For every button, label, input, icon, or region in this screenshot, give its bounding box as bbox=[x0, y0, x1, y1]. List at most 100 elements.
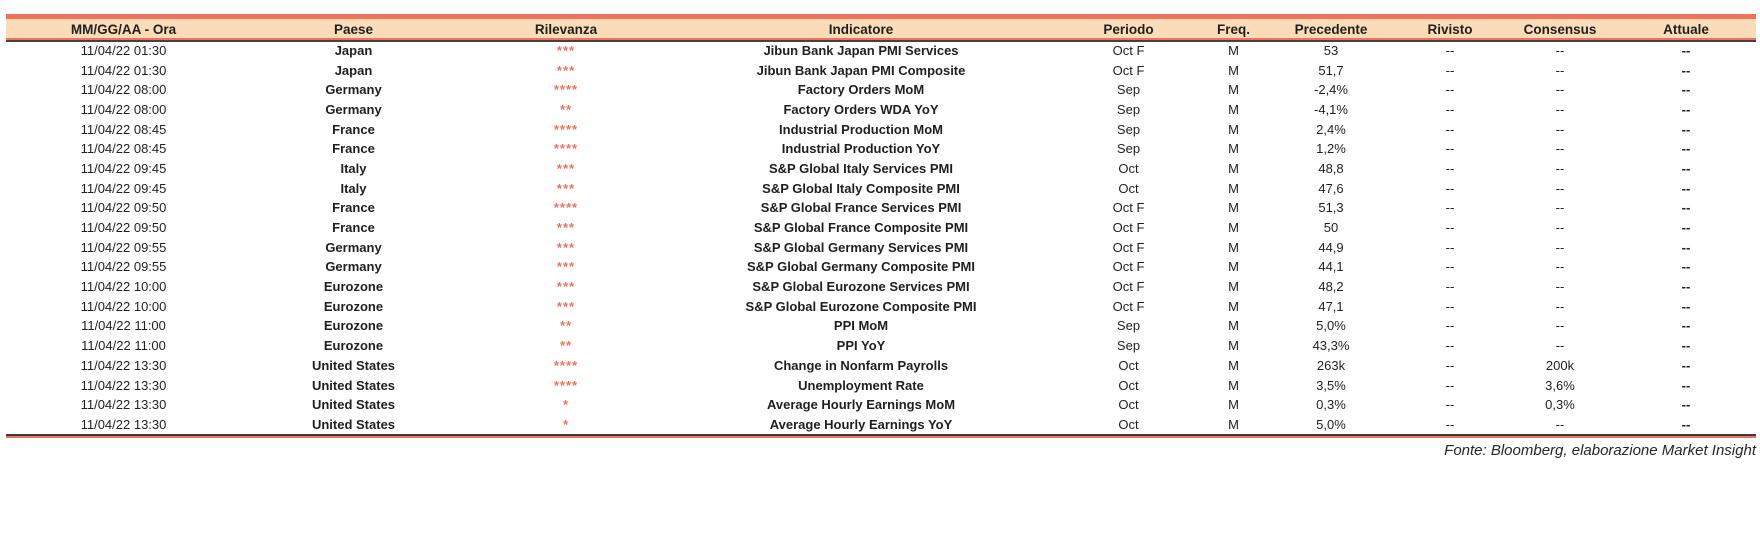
cell-previous: 43,3% bbox=[1312, 338, 1350, 354]
cell-revised: -- bbox=[1445, 259, 1455, 275]
source-note: Fonte: Bloomberg, elaborazione Market In… bbox=[1444, 442, 1756, 460]
cell-actual: -- bbox=[1681, 141, 1691, 157]
cell-revised: -- bbox=[1445, 82, 1455, 98]
cell-indicator: Change in Nonfarm Payrolls bbox=[773, 357, 949, 373]
cell-consensus: -- bbox=[1555, 220, 1565, 236]
cell-revised: -- bbox=[1445, 160, 1455, 176]
cell-country: United States bbox=[311, 397, 396, 413]
cell-country: Eurozone bbox=[323, 279, 384, 295]
cell-relevance: **** bbox=[553, 82, 579, 98]
cell-consensus: -- bbox=[1555, 279, 1565, 295]
cell-country: United States bbox=[311, 357, 396, 373]
table-row: 11/04/22 13:30 United States **** Change in… bbox=[6, 356, 1756, 376]
cell-datetime: 11/04/22 13:30 bbox=[80, 416, 167, 432]
cell-actual: -- bbox=[1681, 121, 1691, 137]
table-row: 11/04/22 11:00 Eurozone ** PPI MoM Sep M 5,0% -… bbox=[6, 316, 1756, 336]
cell-consensus: -- bbox=[1555, 43, 1565, 59]
cell-previous: 263k bbox=[1316, 357, 1346, 373]
cell-datetime: 11/04/22 09:55 bbox=[80, 239, 167, 255]
cell-country: France bbox=[332, 141, 375, 157]
cell-relevance: ** bbox=[559, 101, 573, 117]
cell-consensus: -- bbox=[1555, 318, 1565, 334]
cell-revised: -- bbox=[1445, 377, 1455, 393]
cell-consensus: -- bbox=[1555, 62, 1565, 78]
table-row: 11/04/22 13:30 United States * Average Hour… bbox=[6, 415, 1756, 435]
cell-period: Oct F bbox=[1112, 62, 1145, 78]
column-header-period: Periodo bbox=[1056, 16, 1201, 42]
cell-relevance: **** bbox=[553, 141, 579, 157]
cell-freq: M bbox=[1228, 279, 1239, 295]
cell-indicator: Industrial Production MoM bbox=[779, 121, 943, 137]
cell-actual: -- bbox=[1681, 180, 1691, 196]
cell-datetime: 11/04/22 13:30 bbox=[80, 357, 167, 373]
table-row: 11/04/22 09:45 Italy *** S&P Global Italy S… bbox=[6, 159, 1756, 179]
cell-previous: 51,7 bbox=[1318, 62, 1344, 78]
table-row: 11/04/22 13:30 United States * Average Hour… bbox=[6, 395, 1756, 415]
cell-revised: -- bbox=[1445, 180, 1455, 196]
cell-country: France bbox=[332, 121, 375, 137]
cell-datetime: 11/04/22 09:55 bbox=[80, 259, 167, 275]
cell-relevance: *** bbox=[556, 220, 576, 236]
cell-relevance: *** bbox=[556, 279, 576, 295]
column-header-freq: Freq. bbox=[1201, 16, 1266, 42]
cell-country: France bbox=[332, 220, 375, 236]
cell-indicator: Jibun Bank Japan PMI Composite bbox=[756, 62, 966, 78]
cell-datetime: 11/04/22 08:45 bbox=[80, 121, 167, 137]
cell-datetime: 11/04/22 13:30 bbox=[80, 377, 167, 393]
table-row: 11/04/22 10:00 Eurozone *** S&P Global Euro… bbox=[6, 296, 1756, 316]
cell-country: Italy bbox=[340, 160, 367, 176]
column-header-country: Paese bbox=[241, 16, 466, 42]
cell-actual: -- bbox=[1681, 338, 1691, 354]
cell-indicator: PPI YoY bbox=[836, 338, 886, 354]
cell-actual: -- bbox=[1681, 416, 1691, 432]
cell-freq: M bbox=[1228, 298, 1239, 314]
cell-relevance: **** bbox=[553, 121, 579, 137]
economic-calendar-table: MM/GG/AA - Ora Paese Rilevanza Indicatore Pe… bbox=[6, 14, 1756, 434]
cell-consensus: -- bbox=[1555, 180, 1565, 196]
cell-period: Sep bbox=[1116, 141, 1141, 157]
cell-previous: 2,4% bbox=[1316, 121, 1346, 137]
cell-freq: M bbox=[1228, 101, 1239, 117]
cell-relevance: **** bbox=[553, 357, 579, 373]
cell-revised: -- bbox=[1445, 62, 1455, 78]
cell-relevance: **** bbox=[553, 200, 579, 216]
cell-country: Germany bbox=[325, 259, 382, 275]
cell-country: Germany bbox=[325, 101, 382, 117]
cell-previous: 44,1 bbox=[1318, 259, 1344, 275]
cell-indicator: Jibun Bank Japan PMI Services bbox=[763, 43, 959, 59]
cell-country: United States bbox=[311, 416, 396, 432]
cell-country: Germany bbox=[325, 239, 382, 255]
cell-previous: 48,2 bbox=[1318, 279, 1344, 295]
cell-actual: -- bbox=[1681, 62, 1691, 78]
cell-previous: 44,9 bbox=[1318, 239, 1344, 255]
cell-freq: M bbox=[1228, 397, 1239, 413]
cell-freq: M bbox=[1228, 121, 1239, 137]
table-row: 11/04/22 09:50 France *** S&P Global France… bbox=[6, 218, 1756, 238]
cell-period: Oct F bbox=[1112, 43, 1145, 59]
table-row: 11/04/22 01:30 Japan *** Jibun Bank Japan P… bbox=[6, 60, 1756, 80]
cell-previous: 0,3% bbox=[1316, 397, 1346, 413]
table-row: 11/04/22 09:55 Germany *** S&P Global Germa… bbox=[6, 237, 1756, 257]
cell-datetime: 11/04/22 08:00 bbox=[80, 101, 167, 117]
cell-period: Oct F bbox=[1112, 298, 1145, 314]
cell-freq: M bbox=[1228, 141, 1239, 157]
table-row: 11/04/22 08:45 France **** Industrial Produ… bbox=[6, 139, 1756, 159]
economic-calendar: MM/GG/AA - Ora Paese Rilevanza Indicatore Pe… bbox=[6, 14, 1756, 459]
cell-revised: -- bbox=[1445, 357, 1455, 373]
cell-relevance: **** bbox=[553, 377, 579, 393]
cell-period: Oct F bbox=[1112, 259, 1145, 275]
cell-period: Oct bbox=[1118, 160, 1139, 176]
cell-previous: 51,3 bbox=[1318, 200, 1344, 216]
table-row: 11/04/22 09:55 Germany *** S&P Global Germa… bbox=[6, 257, 1756, 277]
cell-previous: 50 bbox=[1323, 220, 1339, 236]
cell-period: Oct bbox=[1118, 377, 1139, 393]
cell-freq: M bbox=[1228, 259, 1239, 275]
cell-relevance: * bbox=[562, 397, 570, 413]
cell-revised: -- bbox=[1445, 43, 1455, 59]
cell-relevance: *** bbox=[556, 239, 576, 255]
table-row: 11/04/22 08:45 France **** Industrial Produ… bbox=[6, 119, 1756, 139]
cell-period: Oct bbox=[1118, 180, 1139, 196]
cell-indicator: PPI MoM bbox=[833, 318, 889, 334]
cell-previous: 48,8 bbox=[1318, 160, 1344, 176]
cell-datetime: 11/04/22 13:30 bbox=[80, 397, 167, 413]
